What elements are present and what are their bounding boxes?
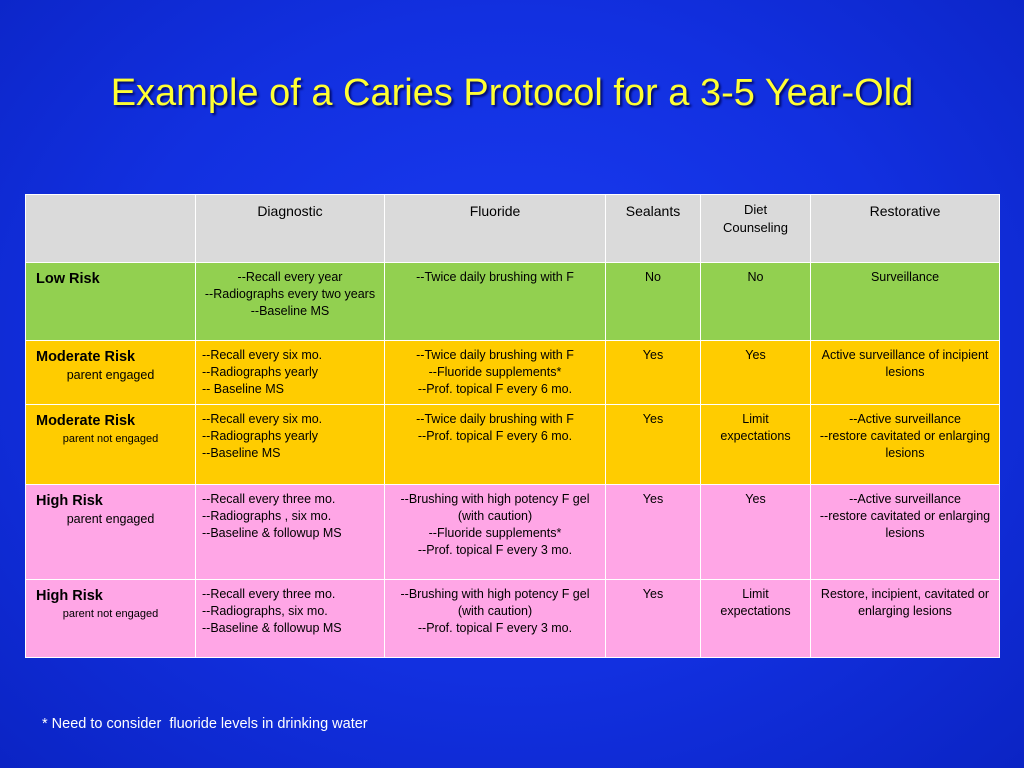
restorative-cell-line: Active surveillance of incipient lesions bbox=[821, 348, 989, 379]
diet-counseling-cell: No bbox=[700, 262, 811, 341]
restorative-cell: Surveillance bbox=[810, 262, 1000, 341]
risk-level-note: parent not engaged bbox=[62, 608, 159, 620]
fluoride-cell-line: --Brushing with high potency F gel (with… bbox=[400, 492, 590, 523]
slide-title: Example of a Caries Protocol for a 3-5 Y… bbox=[110, 72, 914, 114]
header-diagnostic: Diagnostic bbox=[195, 194, 385, 263]
header-row: Diagnostic Fluoride Sealants Diet Counse… bbox=[25, 194, 1000, 263]
diet-counseling-cell-line: Yes bbox=[745, 348, 766, 362]
diet-counseling-cell-line: Limit bbox=[742, 587, 769, 601]
diagnostic-cell-line: --Baseline MS bbox=[202, 446, 281, 460]
diet-counseling-cell: Limit expectations bbox=[700, 404, 811, 485]
fluoride-cell: --Twice daily brushing with F bbox=[384, 262, 606, 341]
diagnostic-cell-line: --Radiographs yearly bbox=[202, 365, 319, 379]
restorative-cell: --Active surveillance --restore cavitated… bbox=[810, 404, 1000, 485]
diet-counseling-cell-line: No bbox=[747, 270, 764, 284]
restorative-cell: Active surveillance of incipient lesions bbox=[810, 340, 1000, 405]
risk-level-note: parent engaged bbox=[66, 368, 155, 382]
footnote: * Need to consider fluoride levels in dr… bbox=[42, 716, 368, 732]
header-diet-line1: Diet bbox=[743, 202, 768, 217]
risk-level-name: High Risk bbox=[36, 588, 103, 604]
fluoride-cell-line: --Prof. topical F every 3 mo. bbox=[417, 621, 573, 635]
sealants-cell: Yes bbox=[605, 484, 701, 580]
table-row: Moderate Risk parent engaged --Recall ever… bbox=[25, 340, 1000, 405]
diagnostic-cell-line: --Recall every three mo. bbox=[202, 492, 336, 506]
risk-level-name: High Risk bbox=[36, 493, 103, 509]
fluoride-cell-line: --Prof. topical F every 3 mo. bbox=[417, 543, 573, 557]
risk-level-cell: Low Risk bbox=[25, 262, 196, 341]
restorative-cell-line: --Active surveillance bbox=[849, 492, 961, 506]
restorative-cell-line: Restore, incipient, cavitated or enlargi… bbox=[820, 587, 990, 618]
sealants-cell: Yes bbox=[605, 340, 701, 405]
header-restorative: Restorative bbox=[810, 194, 1000, 263]
fluoride-cell: --Twice daily brushing with F --Fluoride … bbox=[384, 340, 606, 405]
diet-counseling-cell-line: Yes bbox=[745, 492, 766, 506]
table-row: Moderate Risk parent not engaged --Recall … bbox=[25, 404, 1000, 485]
restorative-cell-line: --Active surveillance bbox=[849, 412, 961, 426]
risk-level-name: Moderate Risk bbox=[36, 413, 136, 429]
restorative-cell: Restore, incipient, cavitated or enlargi… bbox=[810, 579, 1000, 658]
sealants-cell: Yes bbox=[605, 404, 701, 485]
diet-counseling-cell-line: expectations bbox=[720, 429, 791, 443]
diet-counseling-cell: Limit expectations bbox=[700, 579, 811, 658]
diagnostic-cell-line: --Baseline MS bbox=[250, 304, 330, 318]
diagnostic-cell-line: --Radiographs every two years bbox=[204, 287, 376, 301]
fluoride-cell-line: --Twice daily brushing with F bbox=[416, 348, 574, 362]
fluoride-cell: --Twice daily brushing with F --Prof. top… bbox=[384, 404, 606, 485]
restorative-cell-line: Surveillance bbox=[870, 270, 940, 284]
header-diet-line2: Counseling bbox=[722, 220, 789, 235]
diagnostic-cell-line: --Recall every six mo. bbox=[202, 412, 323, 426]
risk-level-cell: High Risk parent engaged bbox=[25, 484, 196, 580]
diagnostic-cell: --Recall every six mo. --Radiographs year… bbox=[195, 404, 385, 485]
diet-counseling-cell-line: expectations bbox=[720, 604, 791, 618]
diet-counseling-cell-line: Limit bbox=[742, 412, 769, 426]
diagnostic-cell-line: --Baseline & followup MS bbox=[202, 526, 342, 540]
risk-level-cell: Moderate Risk parent engaged bbox=[25, 340, 196, 405]
table-row: High Risk parent not engaged --Recall ever… bbox=[25, 579, 1000, 658]
diagnostic-cell: --Recall every three mo. --Radiographs, s… bbox=[195, 579, 385, 658]
risk-level-note: parent not engaged bbox=[62, 433, 159, 445]
restorative-cell-line: --restore cavitated or enlarging lesions bbox=[819, 429, 991, 460]
fluoride-cell: --Brushing with high potency F gel (with… bbox=[384, 484, 606, 580]
risk-level-name: Low Risk bbox=[36, 271, 100, 287]
risk-level-name: Moderate Risk bbox=[36, 349, 136, 365]
fluoride-cell-line: --Prof. topical F every 6 mo. bbox=[417, 429, 573, 443]
sealants-cell: No bbox=[605, 262, 701, 341]
diet-counseling-cell: Yes bbox=[700, 484, 811, 580]
diagnostic-cell-line: --Recall every six mo. bbox=[202, 348, 323, 362]
sealants-cell: Yes bbox=[605, 579, 701, 658]
risk-level-cell: High Risk parent not engaged bbox=[25, 579, 196, 658]
diagnostic-cell: --Recall every year --Radiographs every t… bbox=[195, 262, 385, 341]
caries-protocol-table: Diagnostic Fluoride Sealants Diet Counse… bbox=[25, 194, 1000, 658]
risk-level-cell: Moderate Risk parent not engaged bbox=[25, 404, 196, 485]
restorative-cell: --Active surveillance --restore cavitated… bbox=[810, 484, 1000, 580]
diagnostic-cell-line: --Recall every three mo. bbox=[202, 587, 336, 601]
fluoride-cell-line: --Prof. topical F every 6 mo. bbox=[417, 382, 573, 396]
header-risk bbox=[25, 194, 196, 263]
diagnostic-cell: --Recall every three mo. --Radiographs , … bbox=[195, 484, 385, 580]
fluoride-cell-line: --Twice daily brushing with F bbox=[416, 270, 574, 284]
restorative-cell-line: --restore cavitated or enlarging lesions bbox=[819, 509, 991, 540]
table-row: Low Risk --Recall every year --Radiographs… bbox=[25, 262, 1000, 341]
diagnostic-cell-line: --Recall every year bbox=[237, 270, 343, 284]
header-fluoride: Fluoride bbox=[384, 194, 606, 263]
fluoride-cell-line: --Brushing with high potency F gel (with… bbox=[400, 587, 590, 618]
fluoride-cell-line: --Twice daily brushing with F bbox=[416, 412, 574, 426]
diagnostic-cell-line: --Baseline & followup MS bbox=[202, 621, 342, 635]
diagnostic-cell-line: --Radiographs , six mo. bbox=[202, 509, 332, 523]
header-diet-counseling: Diet Counseling bbox=[700, 194, 811, 263]
table-row: High Risk parent engaged --Recall every th… bbox=[25, 484, 1000, 580]
diet-counseling-cell: Yes bbox=[700, 340, 811, 405]
risk-level-note: parent engaged bbox=[66, 512, 155, 526]
diagnostic-cell-line: -- Baseline MS bbox=[202, 382, 284, 396]
fluoride-cell-line: --Fluoride supplements* bbox=[428, 365, 562, 379]
diagnostic-cell-line: --Radiographs, six mo. bbox=[202, 604, 328, 618]
diagnostic-cell-line: --Radiographs yearly bbox=[202, 429, 319, 443]
fluoride-cell: --Brushing with high potency F gel (with… bbox=[384, 579, 606, 658]
diagnostic-cell: --Recall every six mo. --Radiographs year… bbox=[195, 340, 385, 405]
fluoride-cell-line: --Fluoride supplements* bbox=[428, 526, 562, 540]
header-sealants: Sealants bbox=[605, 194, 701, 263]
